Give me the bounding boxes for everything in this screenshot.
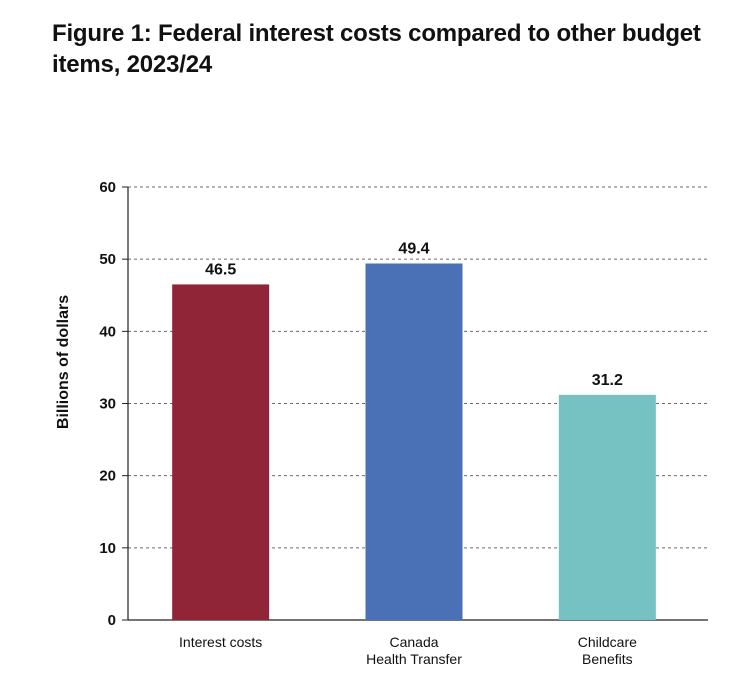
bars	[172, 263, 656, 620]
x-category-label: Childcare	[578, 634, 637, 650]
x-category-label: Canada	[389, 634, 438, 650]
data-label: 49.4	[398, 240, 429, 257]
y-tick-label: 10	[99, 540, 116, 557]
y-tick-label: 30	[99, 396, 116, 413]
bar	[365, 263, 463, 620]
x-category-label: Interest costs	[179, 634, 262, 650]
y-axis-label: Billions of dollars	[55, 295, 72, 429]
y-tick-label: 40	[99, 323, 116, 340]
data-label: 46.5	[205, 261, 236, 278]
data-label: 31.2	[592, 372, 623, 389]
chart-title: Figure 1: Federal interest costs compare…	[52, 20, 701, 78]
bar	[558, 394, 656, 620]
y-tick-label: 60	[99, 179, 116, 196]
labels: 0 10 20 30 40 50 60 46.5 Interest costs 49.4 Canad…	[99, 179, 637, 667]
x-category-label: Benefits	[582, 651, 633, 667]
x-category-label: Health Transfer	[366, 651, 462, 667]
y-tick-label: 0	[108, 612, 116, 629]
y-tick-label: 50	[99, 251, 116, 268]
y-tick-label: 20	[99, 468, 116, 485]
bar	[172, 284, 270, 620]
